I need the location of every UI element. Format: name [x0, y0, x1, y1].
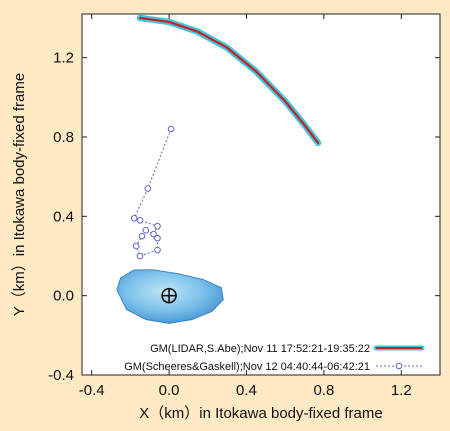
- legend-swatch-gaskell-marker: [395, 362, 403, 370]
- gaskell-point: [144, 185, 152, 192]
- series-layer: [130, 14, 322, 260]
- ticks: -0.4 0.0 0.4 0.8 1.2 -0.4 0.0 0.4 0.8 1.2: [48, 14, 440, 399]
- gaskell-point: [154, 234, 161, 242]
- x-tick-label: 1.2: [391, 382, 412, 399]
- y-axis-title: Y（km）in Itokawa body-fixed frame: [11, 73, 28, 316]
- x-tick-label: -0.4: [79, 382, 105, 399]
- x-tick-label: 0.4: [236, 382, 257, 399]
- y-tick-label: 0.4: [53, 208, 74, 225]
- gaskell-point: [136, 216, 144, 224]
- gaskell-point: [142, 226, 150, 234]
- x-axis-title: X（km）in Itokawa body-fixed frame: [139, 405, 382, 422]
- gaskell-point: [132, 242, 140, 250]
- lidar-trajectory-line: [138, 16, 320, 145]
- gaskell-point: [130, 215, 138, 222]
- y-tick-label: 0.0: [53, 288, 74, 305]
- x-tick-label: 0.8: [313, 382, 334, 399]
- gaskell-point: [136, 252, 144, 260]
- gaskell-point: [154, 246, 161, 254]
- gaskell-point: [138, 232, 146, 240]
- legend-label-gaskell: GM(Scheeres&Gaskell);Nov 12 04:40:44-06:…: [124, 361, 370, 373]
- legend-label-lidar: GM(LIDAR,S.Abe);Nov 11 17:52:21-19:35:22: [150, 343, 370, 355]
- gaskell-point: [167, 125, 175, 133]
- asteroid-shape-layer: [116, 269, 224, 324]
- gaskell-point: [150, 230, 157, 238]
- legend: GM(LIDAR,S.Abe);Nov 11 17:52:21-19:35:22…: [124, 343, 425, 373]
- x-tick-label: 0.0: [159, 382, 180, 399]
- y-tick-label: 0.8: [53, 129, 74, 146]
- plot-area: [81, 13, 441, 376]
- y-tick-label: 1.2: [53, 50, 74, 67]
- asteroid-shape: [116, 269, 224, 324]
- y-tick-label: -0.4: [48, 367, 74, 384]
- gaskell-point: [154, 222, 161, 230]
